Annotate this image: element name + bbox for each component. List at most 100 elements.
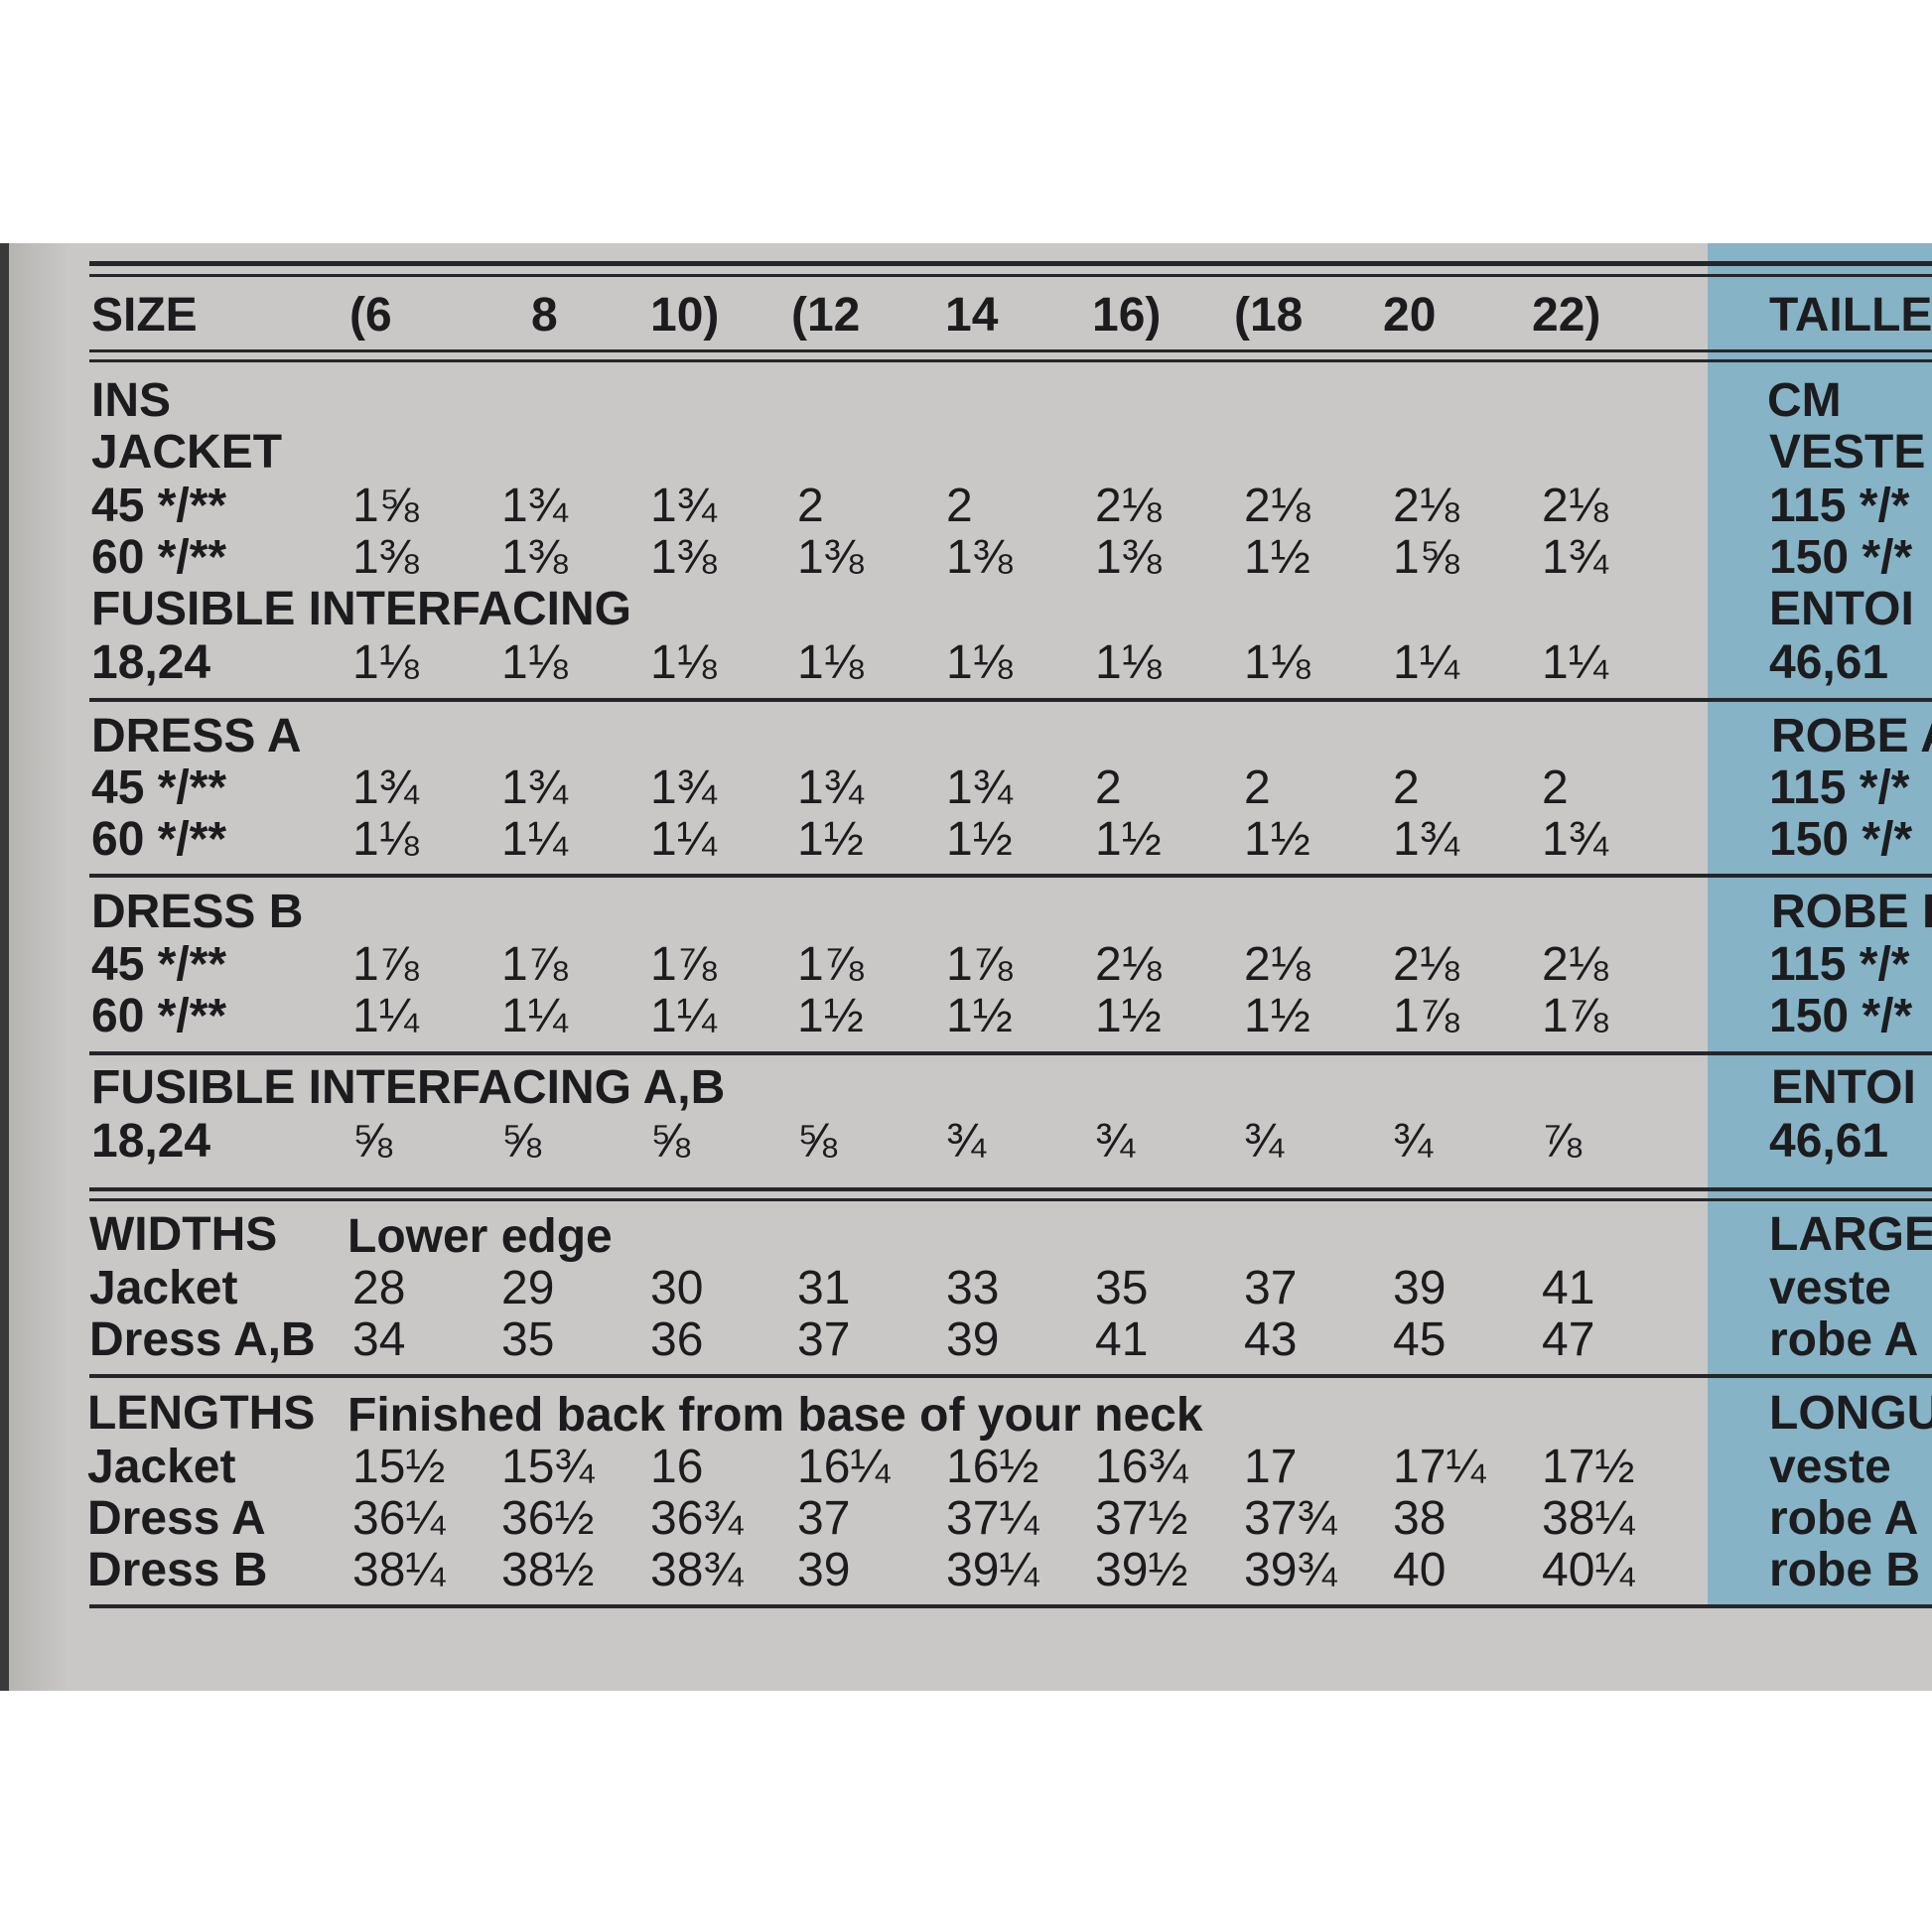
- row-label-fr: veste: [1769, 1262, 1891, 1314]
- sheet-edge-shadow: [9, 243, 69, 1691]
- row-label-fr: 150 */*: [1769, 990, 1913, 1042]
- value-cell: 43: [1244, 1313, 1298, 1366]
- row-label: 18,24: [91, 1115, 211, 1168]
- lengths-title-fr: LONGU: [1769, 1387, 1932, 1440]
- value-cell: 40: [1393, 1544, 1447, 1596]
- row-label-fr: 115 */*: [1769, 480, 1910, 532]
- value-cell: 2: [1244, 761, 1271, 814]
- value-cell: ⅝: [650, 1115, 691, 1168]
- value-cell: 15¾: [501, 1441, 595, 1493]
- value-cell: 45: [1393, 1313, 1447, 1366]
- value-cell: 2⅛: [1542, 938, 1608, 991]
- value-cell: 36½: [501, 1492, 595, 1545]
- value-cell: ¾: [1095, 1115, 1136, 1168]
- value-cell: 1⅜: [352, 531, 419, 584]
- value-cell: 1¾: [352, 761, 419, 814]
- dress-a-title-fr: ROBE A: [1771, 710, 1932, 762]
- value-cell: 37¼: [946, 1492, 1039, 1545]
- value-cell: 1¾: [1542, 531, 1608, 584]
- taille-label: TAILLE: [1769, 289, 1932, 342]
- row-label: 60 */**: [91, 531, 227, 584]
- value-cell: 31: [797, 1262, 851, 1314]
- value-cell: 29: [501, 1262, 555, 1314]
- value-cell: 16¾: [1095, 1441, 1188, 1493]
- value-cell: 1¼: [650, 813, 717, 866]
- value-cell: 1⅛: [650, 636, 717, 689]
- value-cell: 1⅞: [352, 938, 419, 991]
- row-label: 18,24: [91, 636, 211, 689]
- value-cell: 39½: [1095, 1544, 1188, 1596]
- value-cell: ⅞: [1542, 1115, 1583, 1168]
- lengths-title: LENGTHS: [87, 1387, 316, 1440]
- row-label: 45 */**: [91, 480, 227, 532]
- value-cell: 2: [1542, 761, 1569, 814]
- value-cell: 1¼: [501, 990, 568, 1042]
- value-cell: 16¼: [797, 1441, 891, 1493]
- value-cell: 39¾: [1244, 1544, 1337, 1596]
- value-cell: 38¾: [650, 1544, 744, 1596]
- value-cell: 2: [797, 480, 824, 532]
- row-label-fr: 150 */*: [1769, 531, 1913, 584]
- value-cell: 1¾: [501, 761, 568, 814]
- value-cell: ¾: [946, 1115, 987, 1168]
- row-label: 45 */**: [91, 938, 227, 991]
- value-cell: 1⅞: [501, 938, 568, 991]
- value-cell: 1⅛: [501, 636, 568, 689]
- value-cell: ¾: [1393, 1115, 1434, 1168]
- value-cell: 28: [352, 1262, 406, 1314]
- value-cell: 2: [946, 480, 973, 532]
- value-cell: 35: [501, 1313, 555, 1366]
- value-cell: 1⅛: [797, 636, 864, 689]
- row-label: Dress B: [87, 1544, 268, 1596]
- value-cell: 36¼: [352, 1492, 446, 1545]
- value-cell: 38: [1393, 1492, 1447, 1545]
- value-cell: 37¾: [1244, 1492, 1337, 1545]
- size-header-cell: (12: [791, 289, 861, 342]
- value-cell: 1¾: [1542, 813, 1608, 866]
- value-cell: 1⅜: [650, 531, 717, 584]
- value-cell: 16½: [946, 1441, 1039, 1493]
- value-cell: 1¼: [352, 990, 419, 1042]
- value-cell: 1¾: [1393, 813, 1459, 866]
- value-cell: 36¾: [650, 1492, 744, 1545]
- value-cell: 1½: [946, 990, 1013, 1042]
- dress-b-title: DRESS B: [91, 886, 304, 938]
- bottom-rule: [89, 1604, 1932, 1608]
- value-cell: ⅝: [797, 1115, 838, 1168]
- interfacing-ab-title-fr: ENTOI: [1771, 1061, 1916, 1114]
- value-cell: 1⅛: [352, 813, 419, 866]
- row-label-fr: robe A: [1769, 1313, 1919, 1366]
- size-label: SIZE: [91, 289, 198, 342]
- value-cell: 1⅞: [1542, 990, 1608, 1042]
- value-cell: 2⅛: [1393, 480, 1459, 532]
- value-cell: 1⅞: [797, 938, 864, 991]
- value-cell: 1⅜: [501, 531, 568, 584]
- size-header-cell: 22): [1532, 289, 1601, 342]
- divider-yardage-1: [89, 1187, 1932, 1191]
- value-cell: 38¼: [352, 1544, 446, 1596]
- row-label-fr: robe B: [1769, 1544, 1921, 1596]
- value-cell: 1½: [1244, 813, 1311, 866]
- value-cell: 2⅛: [1095, 480, 1162, 532]
- value-cell: 1¼: [501, 813, 568, 866]
- value-cell: ⅝: [352, 1115, 393, 1168]
- value-cell: 15½: [352, 1441, 446, 1493]
- value-cell: 37½: [1095, 1492, 1188, 1545]
- jacket-interfacing-title: FUSIBLE INTERFACING: [91, 583, 632, 635]
- value-cell: 16: [650, 1441, 704, 1493]
- value-cell: 30: [650, 1262, 704, 1314]
- value-cell: 17¼: [1393, 1441, 1486, 1493]
- value-cell: 1½: [946, 813, 1013, 866]
- widths-subtitle: Lower edge: [347, 1210, 613, 1263]
- value-cell: 1¾: [650, 480, 717, 532]
- value-cell: 1⅛: [1095, 636, 1162, 689]
- value-cell: 37: [797, 1313, 851, 1366]
- value-cell: 36: [650, 1313, 704, 1366]
- value-cell: 17½: [1542, 1441, 1635, 1493]
- row-label-fr: 150 */*: [1769, 813, 1913, 866]
- row-label: 45 */**: [91, 761, 227, 814]
- value-cell: 1½: [1244, 990, 1311, 1042]
- value-cell: 1¾: [501, 480, 568, 532]
- divider-dress-b: [89, 1051, 1932, 1055]
- value-cell: 1¾: [946, 761, 1013, 814]
